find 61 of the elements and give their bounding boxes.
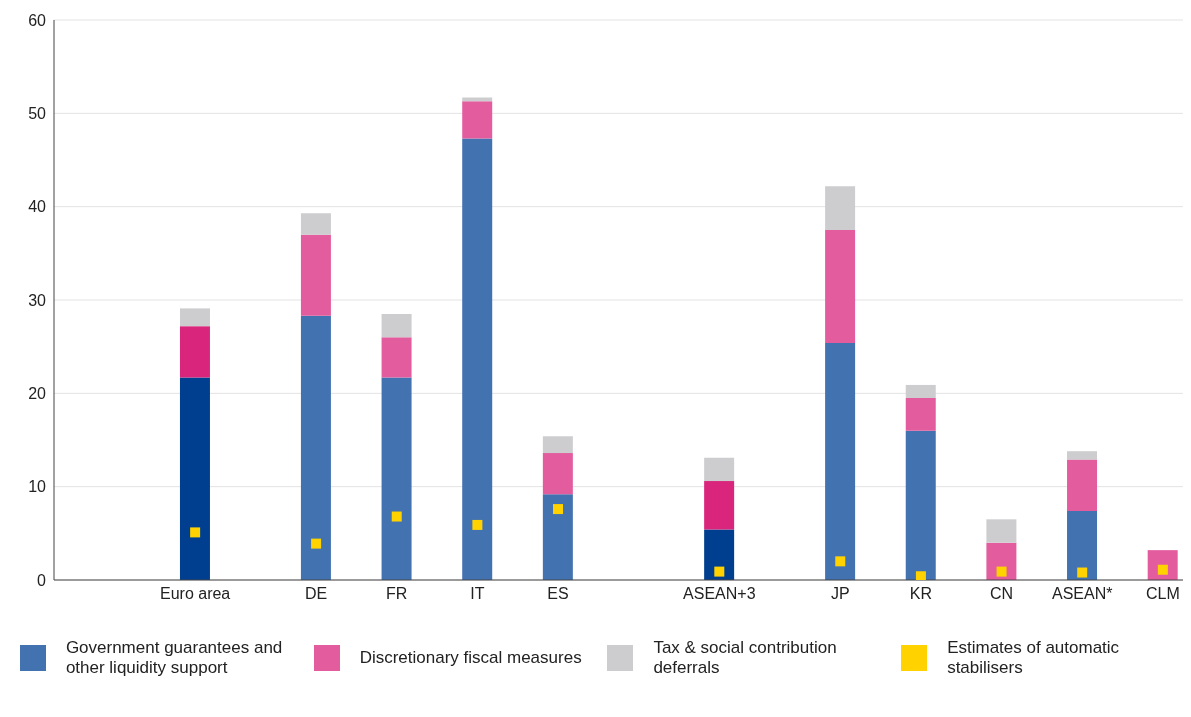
x-tick-label: KR [909, 585, 933, 603]
bar [825, 342, 856, 580]
x-tick-label: ASEAN* [1051, 585, 1113, 603]
bar [179, 377, 210, 580]
bar [542, 436, 573, 454]
bar [704, 457, 735, 482]
bar [542, 453, 573, 495]
bar [381, 337, 412, 378]
y-tick-label: 40 [28, 198, 47, 216]
bar [179, 326, 210, 378]
point [835, 556, 846, 567]
point [915, 571, 926, 580]
x-tick-label: DE [304, 585, 328, 603]
bar [825, 186, 856, 230]
bar [825, 230, 856, 343]
bar [462, 101, 493, 139]
x-tick-label: CLM [1145, 585, 1180, 603]
bar [381, 314, 412, 338]
bar [905, 398, 936, 431]
y-tick-label: 10 [28, 478, 47, 496]
x-tick-label: JP [830, 585, 850, 603]
y-tick-label: 0 [37, 571, 47, 589]
bar [300, 234, 331, 316]
point [1077, 567, 1088, 578]
bar [1067, 451, 1098, 460]
y-tick-label: 50 [28, 105, 47, 123]
legend-label: Tax & social contribution deferrals [653, 638, 838, 678]
point [472, 519, 483, 530]
bar [179, 308, 210, 327]
bar [986, 519, 1017, 543]
bar [905, 384, 936, 398]
bar [542, 494, 573, 580]
bar [462, 97, 493, 102]
legend-label: Government guarantees and other liquidity support [65, 638, 284, 678]
x-tick-label: CN [990, 585, 1014, 603]
point [996, 566, 1007, 577]
x-tick-label: IT [470, 585, 485, 603]
bar [462, 138, 493, 580]
bar [704, 481, 735, 530]
bar [905, 430, 936, 580]
bar [381, 377, 412, 580]
bar [300, 213, 331, 235]
point [714, 566, 725, 577]
point [391, 511, 402, 522]
bar [1067, 510, 1098, 580]
bar [300, 315, 331, 580]
legend-label: Discretionary fiscal measures [359, 648, 582, 668]
y-tick-label: 20 [28, 385, 47, 403]
bar [1067, 459, 1098, 511]
x-tick-label: ASEAN+3 [683, 585, 756, 603]
x-tick-label: ES [547, 585, 569, 603]
y-tick-label: 30 [28, 291, 47, 309]
point [311, 538, 322, 549]
point [190, 527, 201, 538]
legend-label: Estimates of automatic stabilisers [947, 638, 1121, 678]
bar [986, 542, 1017, 580]
x-tick-label: Euro area [159, 585, 231, 603]
y-tick-label: 60 [28, 11, 47, 29]
point [553, 504, 564, 515]
bar [704, 529, 735, 580]
x-tick-label: FR [386, 585, 408, 603]
